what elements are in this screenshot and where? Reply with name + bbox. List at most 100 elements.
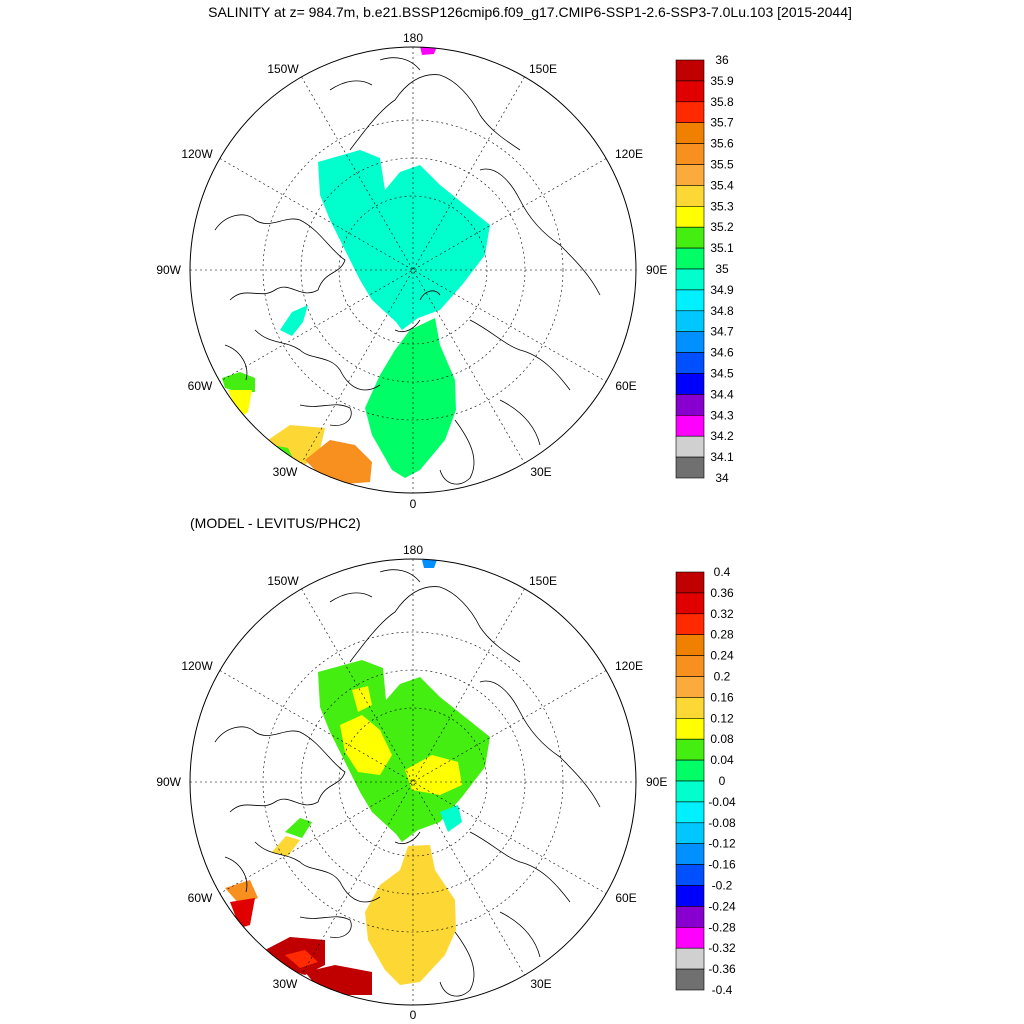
colorbar-label: 35 bbox=[715, 262, 729, 276]
figure-title: SALINITY at z= 984.7m, b.e21.BSSP126cmip… bbox=[208, 4, 852, 20]
colorbar-label: 34.1 bbox=[710, 450, 734, 464]
colorbar-label: 35.5 bbox=[710, 158, 734, 172]
arctic-diff-field-cyan bbox=[440, 805, 462, 832]
colorbar-label: -0.12 bbox=[708, 837, 736, 851]
colorbar-label: -0.2 bbox=[712, 879, 733, 893]
labrador-sea-field-green bbox=[222, 372, 255, 392]
colorbar-swatch bbox=[675, 676, 705, 698]
colorbar-label: -0.04 bbox=[708, 795, 736, 809]
colorbar-swatch bbox=[675, 906, 705, 928]
longitude-labels: 180 150E 120E 90E 60E 30E 0 30W 60W 90W … bbox=[156, 31, 667, 511]
colorbar-swatch bbox=[675, 59, 705, 82]
colorbar-label: 34.2 bbox=[710, 429, 734, 443]
colorbar-swatch bbox=[675, 801, 705, 824]
lon-label-60w: 60W bbox=[188, 379, 213, 393]
panel-subtitle: (MODEL - LEVITUS/PHC2) bbox=[190, 515, 361, 531]
colorbar-swatch bbox=[675, 780, 705, 803]
colorbar-swatch bbox=[675, 80, 705, 103]
colorbar-swatch bbox=[675, 738, 705, 761]
colorbar-swatch bbox=[675, 206, 705, 228]
baffin-bay-field bbox=[280, 305, 308, 336]
lon-label-120e: 120E bbox=[615, 659, 643, 673]
labrador-sea-field-yellow bbox=[228, 390, 252, 418]
colorbar-swatch bbox=[675, 268, 705, 291]
colorbar-label: 0.4 bbox=[714, 565, 731, 579]
lon-label-60e: 60E bbox=[615, 379, 636, 393]
colorbar-swatch bbox=[675, 226, 705, 249]
arctic-diff-field-yellow-b bbox=[405, 755, 462, 795]
colorbar-label: 34.3 bbox=[710, 408, 734, 422]
lon-label-30e: 30E bbox=[530, 977, 551, 991]
colorbar-label: 0.08 bbox=[710, 732, 734, 746]
colorbar-label: -0.16 bbox=[708, 858, 736, 872]
lon-label-0: 0 bbox=[410, 497, 417, 511]
colorbar-swatch bbox=[675, 822, 705, 844]
colorbar-swatch bbox=[675, 697, 705, 719]
colorbar-label: -0.24 bbox=[708, 899, 736, 913]
lon-label-30w: 30W bbox=[273, 465, 298, 479]
lon-label-180: 180 bbox=[403, 31, 423, 45]
map-boundary bbox=[189, 46, 637, 494]
coastlines bbox=[214, 57, 601, 485]
colorbar-swatch bbox=[675, 456, 705, 479]
colorbar-swatch bbox=[675, 968, 705, 991]
lon-label-120w: 120W bbox=[181, 659, 213, 673]
colorbar-swatch bbox=[675, 843, 705, 865]
baffin-diff-field-green bbox=[285, 818, 312, 838]
lon-label-120e: 120E bbox=[615, 147, 643, 161]
colorbar-swatch bbox=[675, 310, 705, 332]
colorbar-swatch bbox=[675, 185, 705, 207]
labrador-diff-field-orange bbox=[225, 880, 258, 905]
colorbar-swatch bbox=[675, 122, 705, 144]
colorbar-label: 34.6 bbox=[710, 346, 734, 360]
colorbar-label: -0.28 bbox=[708, 920, 736, 934]
colorbar-swatch bbox=[675, 435, 705, 458]
lon-label-30w: 30W bbox=[273, 977, 298, 991]
colorbar-swatch bbox=[675, 101, 705, 124]
colorbar-label: 35.3 bbox=[710, 199, 734, 213]
lon-label-150w: 150W bbox=[267, 62, 299, 76]
colorbar-swatch bbox=[675, 885, 705, 907]
colorbar-label: 0.16 bbox=[710, 690, 734, 704]
difference-map-panel: 180 150E 120E 90E 60E 30E 0 30W 60W 90W … bbox=[156, 543, 667, 1022]
bering-patch bbox=[420, 47, 438, 55]
nordic-diff-field bbox=[365, 845, 456, 985]
colorbar-label: 0.12 bbox=[710, 711, 734, 725]
colorbar-label: 0.28 bbox=[710, 628, 734, 642]
bering-diff-patch bbox=[422, 559, 438, 568]
lon-label-150e: 150E bbox=[529, 62, 557, 76]
colorbar-label: -0.08 bbox=[708, 816, 736, 830]
lon-label-180: 180 bbox=[403, 543, 423, 557]
lon-label-90w: 90W bbox=[156, 263, 181, 277]
colorbar-label: 34.5 bbox=[710, 367, 734, 381]
colorbar-swatch bbox=[675, 759, 705, 782]
labrador-diff-field-red bbox=[230, 898, 255, 928]
colorbar-label: 35.2 bbox=[710, 220, 734, 234]
arctic-diff-field-yellow-c bbox=[352, 686, 372, 712]
colorbar-swatch bbox=[675, 143, 705, 165]
lon-label-150w: 150W bbox=[267, 574, 299, 588]
lon-label-30e: 30E bbox=[530, 465, 551, 479]
colorbar-label: 0.36 bbox=[710, 586, 734, 600]
colorbar-label: 0.32 bbox=[710, 607, 734, 621]
colorbar-label: 34.7 bbox=[710, 325, 734, 339]
nordic-seas-field bbox=[365, 318, 456, 478]
colorbar-label: 35.4 bbox=[710, 178, 734, 192]
colorbar-label: 0.04 bbox=[710, 753, 734, 767]
lon-label-150e: 150E bbox=[529, 574, 557, 588]
colorbar-label: 34.8 bbox=[710, 304, 734, 318]
colorbar-swatch bbox=[675, 613, 705, 635]
north-atlantic-diff-field-orange bbox=[285, 950, 318, 968]
colorbar-label: 0.2 bbox=[714, 670, 731, 684]
lon-label-0: 0 bbox=[410, 1008, 417, 1022]
lon-label-60w: 60W bbox=[188, 891, 213, 905]
colorbar-swatch bbox=[675, 164, 705, 186]
colorbar-swatch bbox=[675, 373, 705, 395]
colorbar-swatch bbox=[675, 414, 705, 437]
lon-label-90e: 90E bbox=[646, 263, 667, 277]
lon-label-120w: 120W bbox=[181, 147, 213, 161]
colorbar-label: 36 bbox=[715, 53, 729, 67]
colorbar-swatch bbox=[675, 864, 705, 886]
colorbar-label: 0 bbox=[719, 774, 726, 788]
